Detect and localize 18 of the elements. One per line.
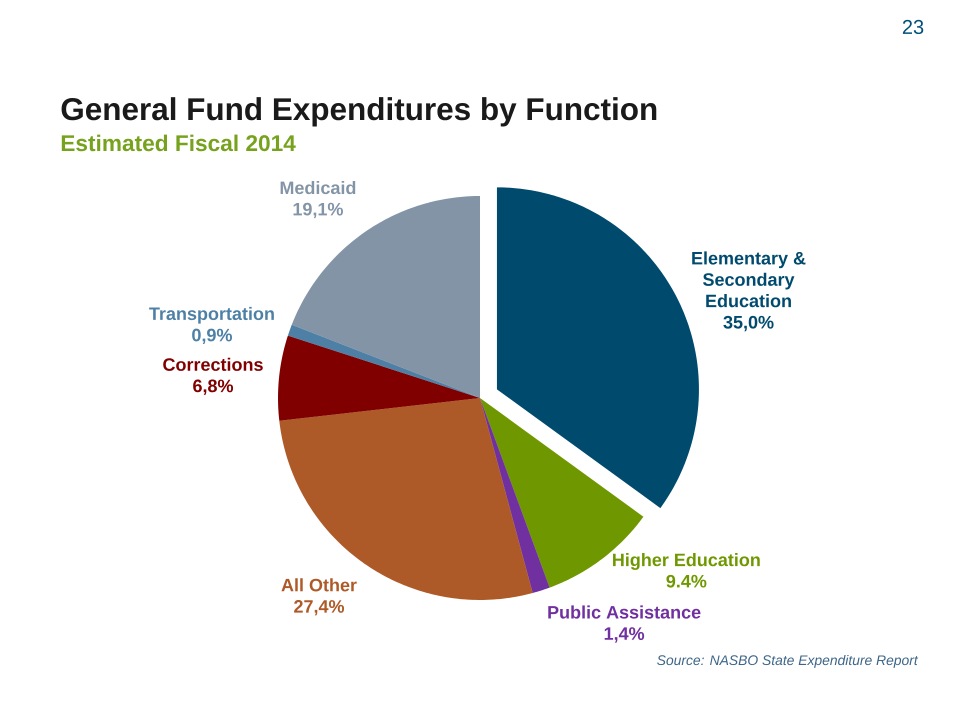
data-label: 19,1% — [294, 202, 343, 218]
chart-subtitle: Estimated Fiscal 2014 — [62, 134, 296, 152]
data-label: 1,4% — [604, 627, 644, 643]
slice-label: Higher Education — [613, 553, 760, 570]
source-note: Source: NASBO State Expenditure Report — [657, 654, 918, 668]
data-label: 35,0% — [723, 316, 774, 332]
chart-title: General Fund Expenditures by Function — [62, 97, 656, 127]
text: 23 — [902, 20, 924, 34]
data-label: 6,8% — [193, 380, 234, 395]
slice-label: All Other — [281, 578, 357, 592]
data-label: 9.4% — [666, 574, 706, 588]
slice-label: Corrections — [163, 358, 263, 371]
data-label: 0,9% — [192, 328, 232, 344]
slice-label: Public Assistance — [548, 605, 700, 619]
data-label: 27,4% — [294, 600, 344, 616]
slice-label: Transportation — [149, 306, 274, 324]
slice-label: Elementary & Secondary Education — [692, 251, 806, 308]
slice-label: Medicaid — [280, 180, 356, 194]
